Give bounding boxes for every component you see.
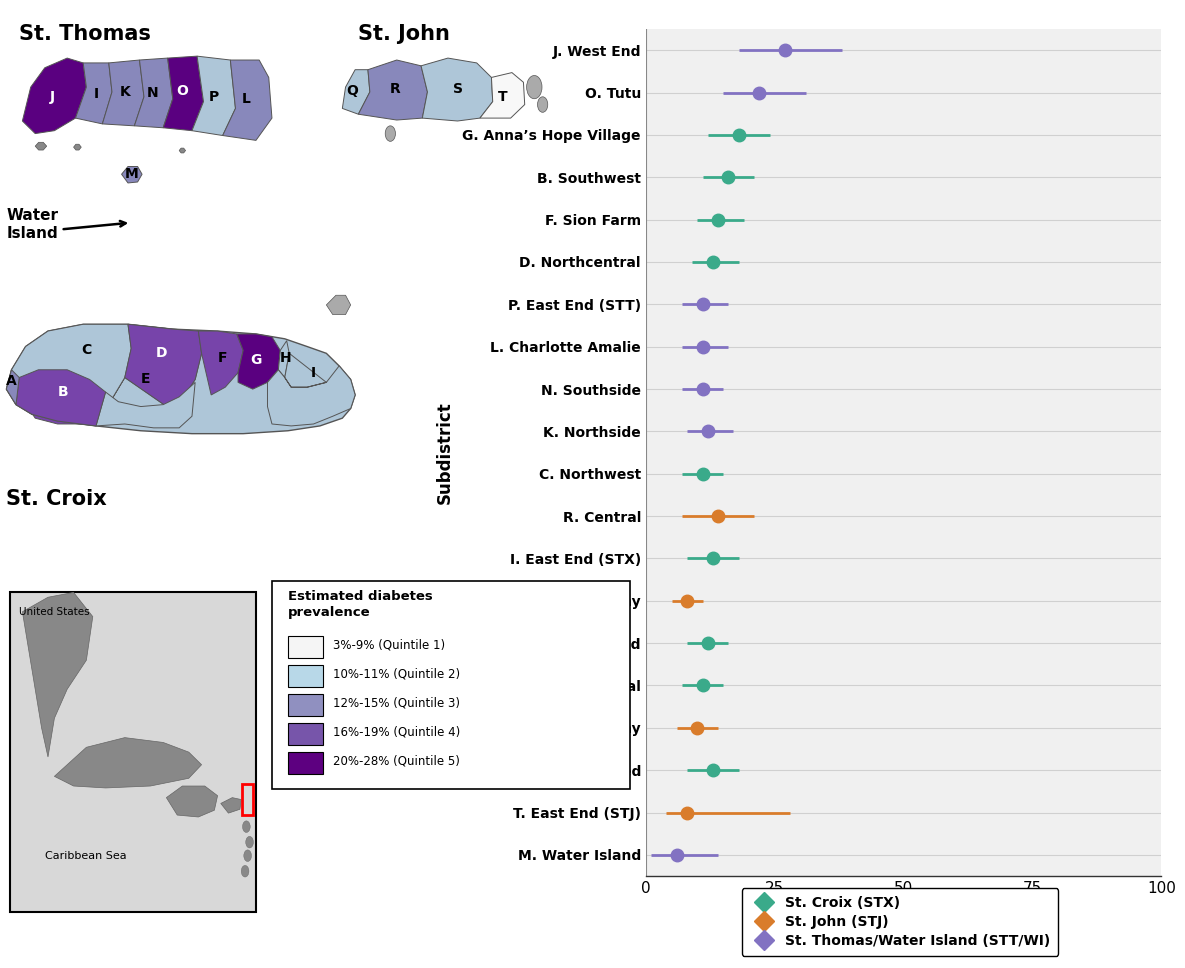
Text: I: I xyxy=(94,87,98,101)
Polygon shape xyxy=(342,70,370,114)
Polygon shape xyxy=(480,73,525,118)
Circle shape xyxy=(538,97,547,112)
Polygon shape xyxy=(268,353,356,426)
Text: T: T xyxy=(498,90,507,104)
Text: St. Croix: St. Croix xyxy=(6,489,107,509)
Text: D: D xyxy=(155,347,167,360)
Polygon shape xyxy=(164,56,204,131)
Bar xyxy=(288,752,324,774)
Polygon shape xyxy=(358,60,428,120)
Text: 16%-19% (Quintile 4): 16%-19% (Quintile 4) xyxy=(333,725,460,739)
Text: Estimated diabetes
prevalence: Estimated diabetes prevalence xyxy=(288,590,433,620)
Polygon shape xyxy=(421,58,493,121)
Text: St. Thomas: St. Thomas xyxy=(19,24,150,45)
Text: E: E xyxy=(141,373,150,386)
Text: United States: United States xyxy=(19,607,90,617)
Bar xyxy=(288,665,324,687)
Circle shape xyxy=(385,126,396,141)
Text: Q: Q xyxy=(346,84,358,98)
Circle shape xyxy=(526,76,542,99)
X-axis label: Prevalence, %: Prevalence, % xyxy=(838,904,969,923)
Polygon shape xyxy=(179,148,186,153)
Polygon shape xyxy=(326,295,351,315)
Polygon shape xyxy=(6,324,132,426)
Bar xyxy=(9,592,256,912)
Text: St. John: St. John xyxy=(358,24,450,45)
Text: N: N xyxy=(147,86,158,100)
Text: M: M xyxy=(124,167,139,181)
Bar xyxy=(288,694,324,716)
Polygon shape xyxy=(192,56,236,136)
Text: K: K xyxy=(120,85,130,99)
Polygon shape xyxy=(25,356,100,424)
Polygon shape xyxy=(76,63,113,124)
Bar xyxy=(242,784,252,815)
Circle shape xyxy=(243,821,250,832)
Polygon shape xyxy=(23,58,87,134)
Text: Caribbean Sea: Caribbean Sea xyxy=(45,851,127,861)
Polygon shape xyxy=(278,341,289,378)
Polygon shape xyxy=(198,331,243,395)
Text: 12%-15% (Quintile 3): 12%-15% (Quintile 3) xyxy=(333,696,460,710)
Text: C: C xyxy=(82,344,91,357)
Legend: St. Croix (STX), St. John (STJ), St. Thomas/Water Island (STT/WI): St. Croix (STX), St. John (STJ), St. Tho… xyxy=(742,888,1058,956)
Text: H: H xyxy=(280,351,292,365)
Polygon shape xyxy=(122,166,142,183)
Text: 3%-9% (Quintile 1): 3%-9% (Quintile 1) xyxy=(333,638,444,651)
Text: G: G xyxy=(250,353,262,367)
Polygon shape xyxy=(6,324,356,434)
Text: S: S xyxy=(453,82,462,96)
Polygon shape xyxy=(55,738,201,788)
Bar xyxy=(288,636,324,658)
Polygon shape xyxy=(223,60,273,140)
Polygon shape xyxy=(6,370,19,405)
Polygon shape xyxy=(73,144,82,150)
Text: O: O xyxy=(175,84,187,98)
Text: J: J xyxy=(50,90,55,104)
Polygon shape xyxy=(166,786,218,817)
Polygon shape xyxy=(220,798,242,813)
Circle shape xyxy=(242,865,249,877)
Polygon shape xyxy=(17,370,105,426)
Text: R: R xyxy=(390,82,401,96)
Polygon shape xyxy=(237,334,281,389)
Text: 20%-28% (Quintile 5): 20%-28% (Quintile 5) xyxy=(333,754,460,768)
Circle shape xyxy=(245,836,254,848)
Circle shape xyxy=(244,850,251,862)
Polygon shape xyxy=(36,142,46,150)
Polygon shape xyxy=(36,329,100,424)
Text: Water
Island: Water Island xyxy=(6,208,58,240)
Polygon shape xyxy=(102,60,145,126)
Polygon shape xyxy=(134,58,173,128)
Text: P: P xyxy=(209,90,219,104)
Bar xyxy=(273,581,630,789)
Text: F: F xyxy=(218,351,228,365)
Y-axis label: Subdistrict: Subdistrict xyxy=(436,401,454,504)
Text: 10%-11% (Quintile 2): 10%-11% (Quintile 2) xyxy=(333,667,460,681)
Polygon shape xyxy=(96,382,196,428)
Polygon shape xyxy=(23,592,92,757)
Polygon shape xyxy=(124,324,201,408)
Bar xyxy=(288,723,324,745)
Polygon shape xyxy=(96,324,201,426)
Text: B: B xyxy=(57,385,68,399)
Text: I: I xyxy=(310,366,316,379)
Polygon shape xyxy=(13,356,46,402)
Text: A: A xyxy=(6,375,17,388)
Text: L: L xyxy=(242,92,251,106)
